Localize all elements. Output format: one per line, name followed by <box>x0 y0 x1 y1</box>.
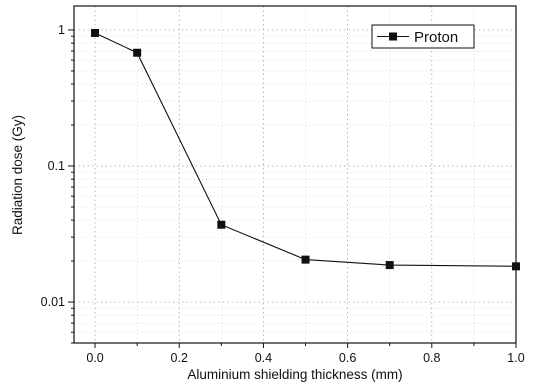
data-point <box>91 28 100 37</box>
x-tick-label: 0.8 <box>423 351 440 365</box>
legend-label: Proton <box>414 29 458 46</box>
y-tick-label: 0.1 <box>48 159 65 173</box>
x-axis-title: Aluminium shielding thickness (mm) <box>187 367 402 382</box>
data-point <box>133 48 142 57</box>
legend-box <box>371 24 475 49</box>
axis-ticks: 0.0 0.2 0.4 0.6 0.8 1.0 0.01 0.1 1 <box>41 23 525 365</box>
legend: Proton <box>371 24 475 49</box>
x-tick-label: 0.2 <box>171 351 188 365</box>
x-tick-label: 1.0 <box>507 351 524 365</box>
x-tick-label: 0.4 <box>255 351 272 365</box>
x-tick-label: 0.0 <box>86 351 103 365</box>
data-point <box>301 255 310 264</box>
legend-marker <box>389 32 397 41</box>
data-point <box>217 220 226 229</box>
y-tick-label: 1 <box>58 23 65 37</box>
x-tick-label: 0.6 <box>339 351 356 365</box>
plot-frame <box>73 5 517 344</box>
y-axis-title: Radiation dose (Gy) <box>10 115 25 235</box>
data-point <box>385 261 394 270</box>
y-tick-label: 0.01 <box>41 295 65 309</box>
series-line-proton <box>94 32 517 267</box>
grid <box>74 6 517 344</box>
